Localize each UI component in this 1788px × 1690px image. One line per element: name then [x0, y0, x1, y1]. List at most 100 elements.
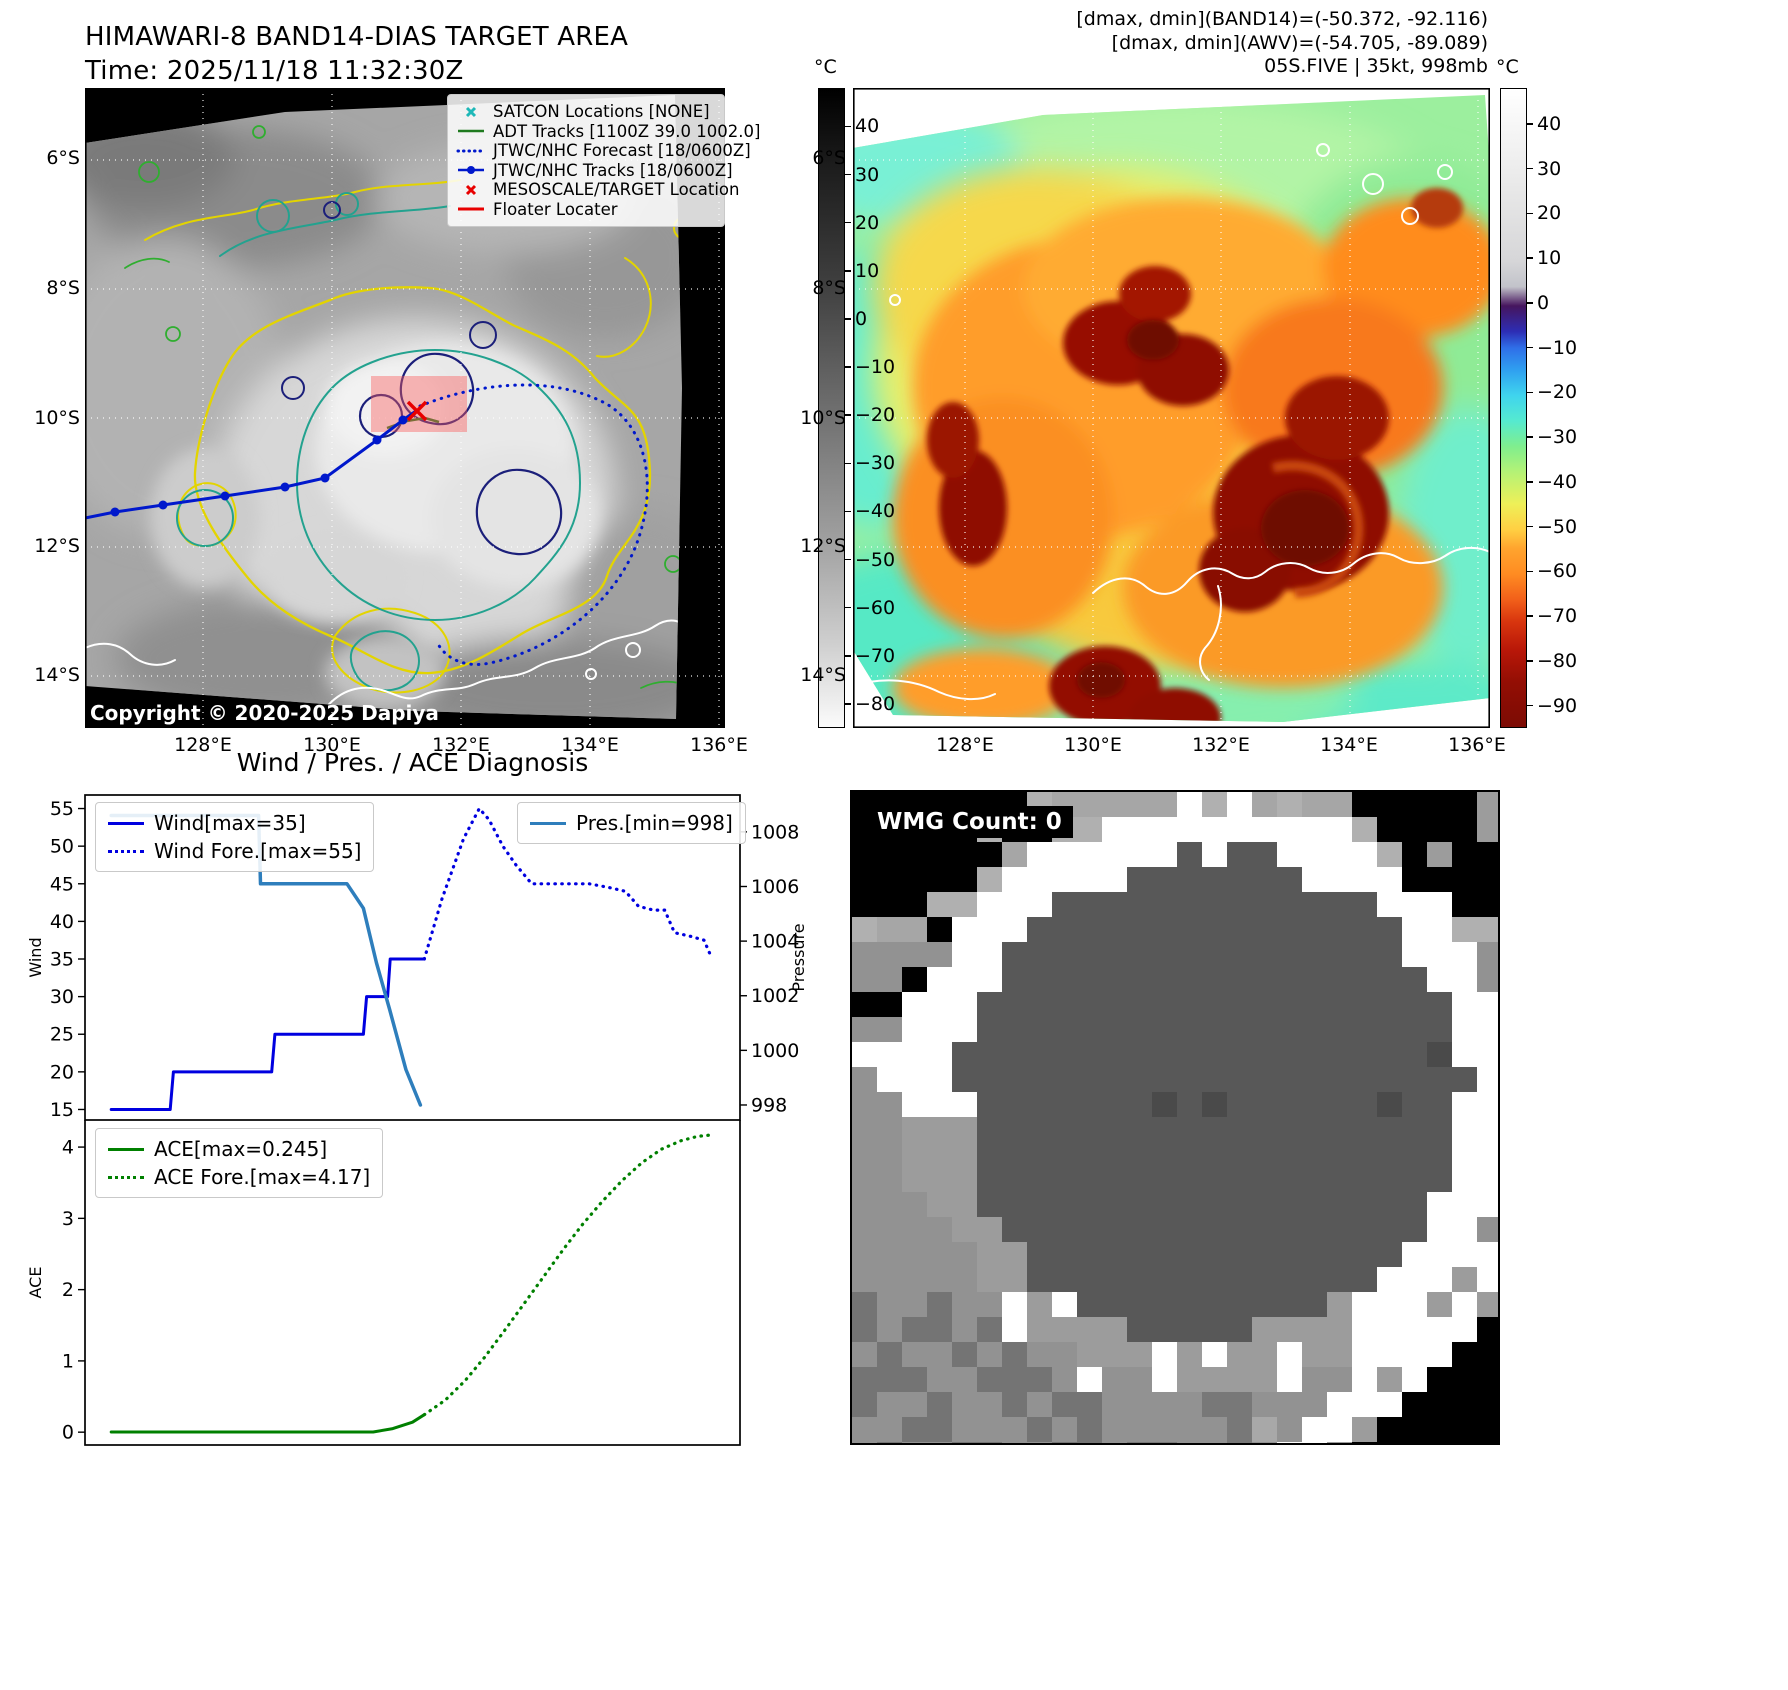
wmg-count-label: WMG Count: 0 — [866, 806, 1073, 838]
colorbar-tick-label: −50 — [1537, 515, 1578, 538]
colorbar-tick — [1527, 570, 1533, 573]
colorbar-tick — [845, 318, 851, 320]
colorbar-tick — [1527, 660, 1533, 662]
colorbar-tick-label: −60 — [1537, 560, 1578, 583]
adt-line-icon — [456, 124, 486, 138]
lat-tick-label: 12°S — [800, 535, 846, 557]
legend-item-adt: ADT Tracks [1100Z 39.0 1002.0] — [456, 122, 760, 142]
ace-legend: ACE[max=0.245] ACE Fore.[max=4.17] — [95, 1128, 384, 1198]
colorbar-tick-label: −70 — [1537, 605, 1578, 628]
legend-label: Pres.[min=998] — [576, 811, 733, 835]
legend-label: ACE[max=0.245] — [154, 1137, 328, 1161]
legend-label: JTWC/NHC Tracks [18/0600Z] — [493, 160, 733, 180]
jtwc-forecast-track — [418, 383, 649, 666]
colorbar-tick — [845, 414, 851, 416]
lat-tick-label: 6°S — [812, 147, 846, 169]
colorbar-tick — [845, 558, 851, 561]
jtwc-track-points — [110, 415, 408, 517]
legend-label: SATCON Locations [NONE] — [493, 102, 710, 122]
colorbar-tick-label: −80 — [855, 692, 896, 715]
colorbar-tick — [845, 125, 851, 128]
lon-tick-label: 136°E — [690, 734, 748, 756]
legend-label: JTWC/NHC Forecast [18/0600Z] — [493, 141, 751, 161]
band14-track-layer — [85, 376, 649, 666]
colorbar-tick-label: 20 — [1537, 202, 1562, 225]
band14-frame — [85, 88, 725, 728]
svg-text:0: 0 — [62, 1422, 74, 1444]
colorbar-tick-label: 20 — [855, 211, 880, 234]
svg-text:ACE: ACE — [26, 1267, 45, 1299]
lat-tick-label: 14°S — [800, 664, 846, 686]
legend-item-wind: Wind[max=35] — [108, 809, 361, 837]
lon-tick-label: 134°E — [561, 734, 619, 756]
lat-tick-label: 14°S — [34, 664, 80, 686]
colorbar-tick — [1527, 167, 1533, 170]
lon-tick-label: 130°E — [1064, 734, 1122, 756]
band14-time: Time: 2025/11/18 11:32:30Z — [85, 56, 464, 86]
colorbar-tick — [1527, 257, 1533, 259]
colorbar-tick — [1527, 123, 1533, 125]
wind-legend: Wind[max=35] Wind Fore.[max=55] — [95, 802, 375, 872]
svg-text:1004: 1004 — [751, 931, 799, 953]
band14-contour-layer — [124, 125, 682, 694]
colorbar-tick — [845, 173, 851, 176]
svg-text:4: 4 — [62, 1137, 74, 1159]
colorbar-tick-label: −40 — [855, 500, 896, 523]
colorbar-tick-label: 40 — [855, 115, 880, 138]
colorbar-tick — [1527, 391, 1533, 394]
svg-text:25: 25 — [50, 1024, 74, 1046]
legend-label: ACE Fore.[max=4.17] — [154, 1165, 371, 1189]
band14-title: HIMAWARI-8 BAND14-DIAS TARGET AREA — [85, 22, 629, 52]
satcon-x-icon — [456, 105, 486, 119]
colorbar-tick — [1527, 704, 1533, 707]
lon-tick-label: 134°E — [1320, 734, 1378, 756]
colorbar-tick-label: 30 — [855, 163, 880, 186]
legend-item-mesoscale: MESOSCALE/TARGET Location — [456, 180, 739, 200]
legend-item-satcon: SATCON Locations [NONE] — [456, 102, 716, 122]
legend-item-floater: Floater Locater — [456, 200, 716, 220]
lat-tick-label: 8°S — [46, 277, 80, 299]
colorbar-tick-label: −10 — [1537, 336, 1578, 359]
legend-label: ADT Tracks [1100Z 39.0 1002.0] — [493, 121, 761, 141]
svg-text:55: 55 — [50, 798, 74, 820]
target-x-icon — [456, 183, 486, 197]
pressure-legend: Pres.[min=998] — [517, 802, 746, 844]
svg-text:1002: 1002 — [751, 985, 799, 1007]
svg-text:30: 30 — [50, 986, 74, 1008]
header-info: [dmax, dmin](BAND14)=(-50.372, -92.116) … — [1076, 8, 1488, 79]
lon-tick-label: 130°E — [303, 734, 361, 756]
legend-label: MESOSCALE/TARGET Location — [493, 180, 740, 200]
colorbar-tick — [1527, 212, 1533, 215]
legend-item-pres: Pres.[min=998] — [530, 809, 733, 837]
lat-tick-label: 12°S — [34, 535, 80, 557]
colorbar-tick-label: 0 — [1537, 291, 1550, 314]
colorbar-tick-label: −30 — [855, 452, 896, 475]
svg-text:1006: 1006 — [751, 876, 799, 898]
svg-text:20: 20 — [50, 1061, 74, 1083]
ace-fore-swatch — [108, 1175, 144, 1179]
dmax-dmin-band14: [dmax, dmin](BAND14)=(-50.372, -92.116) — [1076, 8, 1488, 30]
dmax-dmin-awv: [dmax, dmin](AWV)=(-54.705, -89.089) — [1111, 31, 1488, 54]
awv-coastline — [853, 143, 1490, 700]
colorbar-tick — [1527, 615, 1533, 617]
svg-text:Wind: Wind — [26, 937, 45, 977]
colorbar-tick — [845, 510, 851, 513]
colorbar-tick-label: −70 — [855, 644, 896, 667]
lat-tick-label: 6°S — [46, 147, 80, 169]
colorbar-tick — [845, 462, 851, 465]
lon-tick-label: 128°E — [174, 734, 232, 756]
legend-label: Wind[max=35] — [154, 811, 306, 835]
lat-tick-label: 10°S — [34, 407, 80, 429]
svg-text:1: 1 — [62, 1350, 74, 1372]
floater-line-icon — [456, 202, 486, 216]
colorbar-tick — [1527, 481, 1533, 483]
svg-text:998: 998 — [751, 1094, 787, 1116]
legend-item-tracks: JTWC/NHC Tracks [18/0600Z] — [456, 161, 733, 181]
track-line-icon — [456, 163, 486, 177]
colorbar-tick — [845, 703, 851, 705]
wind-line-swatch — [108, 821, 144, 825]
svg-text:1000: 1000 — [751, 1040, 799, 1062]
colorbar-tick-label: −60 — [855, 596, 896, 619]
colorbar-tick-label: −90 — [1537, 694, 1578, 717]
